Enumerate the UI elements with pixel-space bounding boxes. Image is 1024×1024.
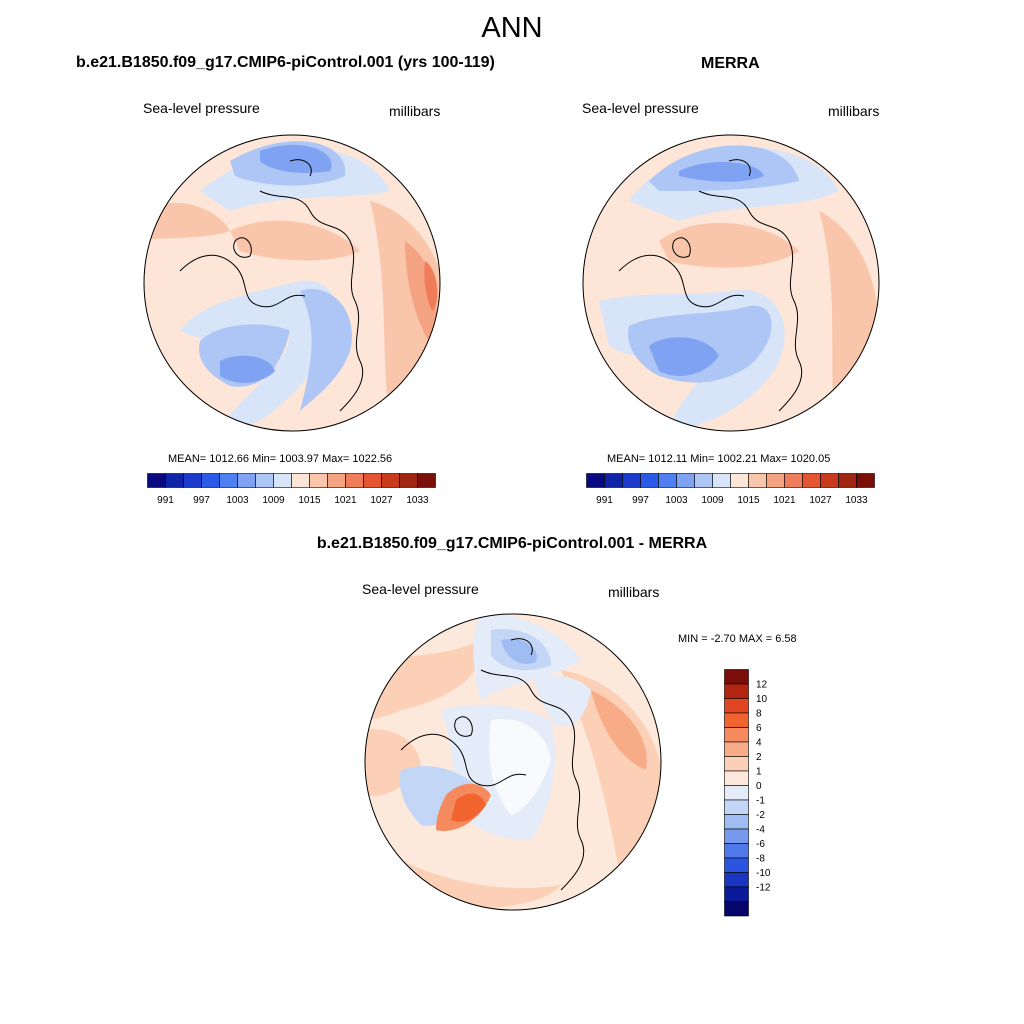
obs-variable-label: Sea-level pressure (582, 100, 699, 116)
obs-colorbar-box (766, 473, 785, 488)
model-colorbar-tick-label: 1027 (370, 495, 393, 506)
obs-colorbar-tick-label: 991 (596, 495, 613, 506)
model-colorbar-box (219, 473, 238, 488)
model-colorbar-tick-label: 1009 (262, 495, 285, 506)
diff-colorbar-tick-label: 8 (756, 709, 762, 720)
diff-colorbar-tick-label: 12 (756, 680, 768, 691)
diff-map (364, 613, 662, 911)
diff-variable-label: Sea-level pressure (362, 581, 479, 597)
diff-colorbar-box (724, 886, 749, 902)
diff-colorbar-box (724, 669, 749, 685)
model-colorbar-tick-label: 997 (193, 495, 210, 506)
obs-colorbar-box (694, 473, 713, 488)
obs-colorbar-tick-label: 1021 (773, 495, 796, 506)
model-colorbar-tick-label: 1033 (406, 495, 429, 506)
obs-colorbar-box (784, 473, 803, 488)
model-colorbar-box (183, 473, 202, 488)
model-map (143, 134, 441, 432)
diff-colorbar-tick-label: 1 (756, 767, 762, 778)
diff-colorbar-box (724, 756, 749, 772)
obs-colorbar-box (640, 473, 659, 488)
model-colorbar-box (417, 473, 436, 488)
model-panel-title: b.e21.B1850.f09_g17.CMIP6-piControl.001 … (76, 54, 495, 71)
obs-colorbar-box (820, 473, 839, 488)
model-colorbar-tick-label: 1015 (298, 495, 321, 506)
diff-colorbar-tick-label: 0 (756, 781, 762, 792)
model-units-label: millibars (389, 103, 441, 119)
diff-colorbar-tick-label: -2 (756, 810, 765, 821)
obs-colorbar-box (802, 473, 821, 488)
diff-colorbar-box (724, 683, 749, 699)
diff-colorbar-box (724, 785, 749, 801)
diff-colorbar-box (724, 799, 749, 815)
model-colorbar-box (201, 473, 220, 488)
model-colorbar-tick-label: 1003 (226, 495, 249, 506)
obs-units-label: millibars (828, 103, 880, 119)
diff-colorbar-box (724, 857, 749, 873)
model-stats: MEAN= 1012.66 Min= 1003.97 Max= 1022.56 (168, 453, 393, 465)
obs-colorbar-box (676, 473, 695, 488)
obs-panel-title: MERRA (701, 55, 760, 72)
model-colorbar-box (273, 473, 292, 488)
diff-colorbar-tick-label: -12 (756, 883, 771, 894)
diff-panel-title: b.e21.B1850.f09_g17.CMIP6-piControl.001 … (316, 535, 708, 552)
diff-units-label: millibars (608, 584, 660, 600)
diff-colorbar-box (724, 843, 749, 859)
obs-colorbar-tick-label: 1033 (845, 495, 868, 506)
diff-colorbar-box (724, 872, 749, 888)
model-colorbar: 991 997 1003 1009 1015 1021 1027 1033 (147, 473, 436, 506)
obs-colorbar-tick-label: 1027 (809, 495, 832, 506)
model-colorbar-box (237, 473, 256, 488)
diff-colorbar-box (724, 828, 749, 844)
model-colorbar-box (309, 473, 328, 488)
diff-colorbar-box (724, 727, 749, 743)
obs-colorbar-tick-label: 997 (632, 495, 649, 506)
model-colorbar-tick-label: 1021 (334, 495, 357, 506)
obs-colorbar: 991 997 1003 1009 1015 1021 1027 1033 (586, 473, 875, 506)
obs-colorbar-box (604, 473, 623, 488)
diff-colorbar-box (724, 698, 749, 714)
model-colorbar-tick-label: 991 (157, 495, 174, 506)
diff-colorbar-box (724, 901, 749, 917)
diff-colorbar-box (724, 741, 749, 757)
diff-colorbar-tick-label: 6 (756, 723, 762, 734)
obs-colorbar-box (730, 473, 749, 488)
diff-colorbar-tick-label: -10 (756, 868, 771, 879)
obs-stats: MEAN= 1012.11 Min= 1002.21 Max= 1020.05 (607, 453, 831, 465)
obs-colorbar-tick-label: 1015 (737, 495, 760, 506)
diff-colorbar-tick-label: 10 (756, 694, 768, 705)
figure-title: ANN (481, 12, 543, 44)
obs-colorbar-box (748, 473, 767, 488)
diff-colorbar-box (724, 814, 749, 830)
obs-map (582, 134, 880, 432)
diff-colorbar-tick-label: 4 (756, 738, 762, 749)
obs-colorbar-box (856, 473, 875, 488)
model-colorbar-box (399, 473, 418, 488)
model-colorbar-box (147, 473, 166, 488)
diff-colorbar-tick-label: -6 (756, 839, 765, 850)
model-colorbar-box (363, 473, 382, 488)
model-colorbar-box (381, 473, 400, 488)
diff-stats: MIN = -2.70 MAX = 6.58 (678, 633, 797, 645)
diff-colorbar-tick-label: -4 (756, 825, 765, 836)
obs-colorbar-box (622, 473, 641, 488)
obs-colorbar-box (658, 473, 677, 488)
model-variable-label: Sea-level pressure (143, 100, 260, 116)
diff-colorbar-box (724, 770, 749, 786)
obs-colorbar-tick-label: 1003 (665, 495, 688, 506)
model-colorbar-box (165, 473, 184, 488)
obs-colorbar-box (712, 473, 731, 488)
model-colorbar-box (327, 473, 346, 488)
model-colorbar-box (291, 473, 310, 488)
model-colorbar-box (345, 473, 364, 488)
diff-colorbar-tick-label: -1 (756, 796, 765, 807)
obs-colorbar-box (838, 473, 857, 488)
model-colorbar-box (255, 473, 274, 488)
diff-colorbar-tick-label: 2 (756, 752, 762, 763)
diff-colorbar-tick-label: -8 (756, 854, 765, 865)
diff-colorbar-box (724, 712, 749, 728)
obs-colorbar-tick-label: 1009 (701, 495, 724, 506)
obs-colorbar-box (586, 473, 605, 488)
